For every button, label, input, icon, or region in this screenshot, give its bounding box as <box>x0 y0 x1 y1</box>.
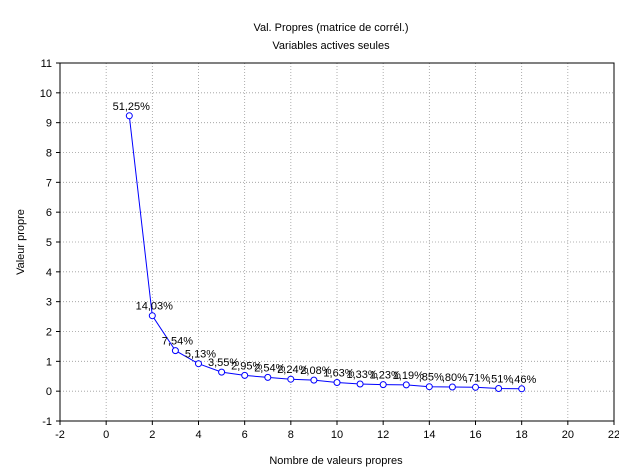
x-tick-label: 14 <box>423 429 435 441</box>
x-tick-label: 2 <box>149 429 155 441</box>
x-tick-label: -2 <box>55 429 65 441</box>
data-label: 1,63% <box>323 368 354 380</box>
data-point <box>171 347 179 355</box>
data-label: ,71% <box>465 372 490 384</box>
series-eigenvalues: 51,25% 14,03% 7,54%5,13%3,55%2,95%2,54%2,2… <box>113 101 536 393</box>
x-tick-label: 4 <box>195 429 201 441</box>
grid-lines <box>60 63 614 421</box>
data-point <box>402 381 410 389</box>
y-tick-label: 11 <box>41 58 52 70</box>
data-point <box>310 376 318 384</box>
y-tick-label: 5 <box>46 237 52 249</box>
y-tick-label: 10 <box>40 88 52 100</box>
data-label: ,46% <box>511 374 536 386</box>
data-label: 51,25% <box>113 101 151 113</box>
x-tick-label: 22 <box>608 429 619 441</box>
x-tick-label: 0 <box>103 429 109 441</box>
x-tick-label: 10 <box>331 429 343 441</box>
data-point <box>518 385 526 393</box>
data-label: 14,03% <box>136 301 174 313</box>
y-tick-label: 7 <box>46 177 52 189</box>
chart-subtitle: Variables actives seules <box>272 40 390 52</box>
x-tick-label: 16 <box>469 429 481 441</box>
chart-title: Val. Propres (matrice de corrél.) <box>253 22 408 34</box>
data-point <box>218 368 226 376</box>
y-tick-label: -1 <box>42 416 52 428</box>
data-point <box>472 383 479 391</box>
data-label: 7,54% <box>162 336 193 348</box>
x-tick-label: 18 <box>516 429 528 441</box>
y-axis-label: Valeur propre <box>15 209 27 275</box>
data-point <box>448 383 456 391</box>
x-tick-label: 8 <box>288 429 294 441</box>
data-point <box>148 312 156 320</box>
y-tick-label: 9 <box>46 118 52 130</box>
y-tick-label: 4 <box>46 267 52 279</box>
data-label: ,85% <box>419 372 444 384</box>
x-tick-label: 20 <box>562 429 574 441</box>
series-line <box>128 115 522 390</box>
x-tick-label: 12 <box>377 429 389 441</box>
data-label: 2,08% <box>300 365 331 377</box>
y-tick-label: 2 <box>46 327 52 339</box>
data-label: 3,55% <box>208 357 239 369</box>
y-tick-label: 6 <box>46 207 52 219</box>
y-tick-label: 1 <box>46 356 52 368</box>
data-point <box>495 385 503 392</box>
data-point <box>241 371 249 379</box>
data-label: 1,19% <box>393 370 424 382</box>
data-point <box>287 375 295 383</box>
y-tick-label: 0 <box>46 386 52 398</box>
data-point <box>125 112 133 120</box>
data-label: 2,24% <box>277 364 308 376</box>
data-point <box>379 381 387 389</box>
data-label: ,51% <box>488 374 513 386</box>
x-axis-label: Nombre de valeurs propres <box>269 455 403 467</box>
data-point <box>425 383 433 391</box>
data-point <box>333 379 341 386</box>
data-point <box>264 373 272 381</box>
data-point <box>195 360 202 368</box>
data-label: 1,23% <box>370 370 401 382</box>
y-tick-label: 8 <box>46 148 52 160</box>
y-tick-label: 3 <box>46 297 52 309</box>
data-label: 1,33% <box>346 369 377 381</box>
data-label: 2,95% <box>231 360 262 372</box>
data-label: 2,54% <box>254 362 285 374</box>
data-label: ,80% <box>442 372 467 384</box>
x-tick-label: 6 <box>242 429 248 441</box>
data-label: 5,13% <box>185 349 216 361</box>
data-point <box>356 380 364 388</box>
